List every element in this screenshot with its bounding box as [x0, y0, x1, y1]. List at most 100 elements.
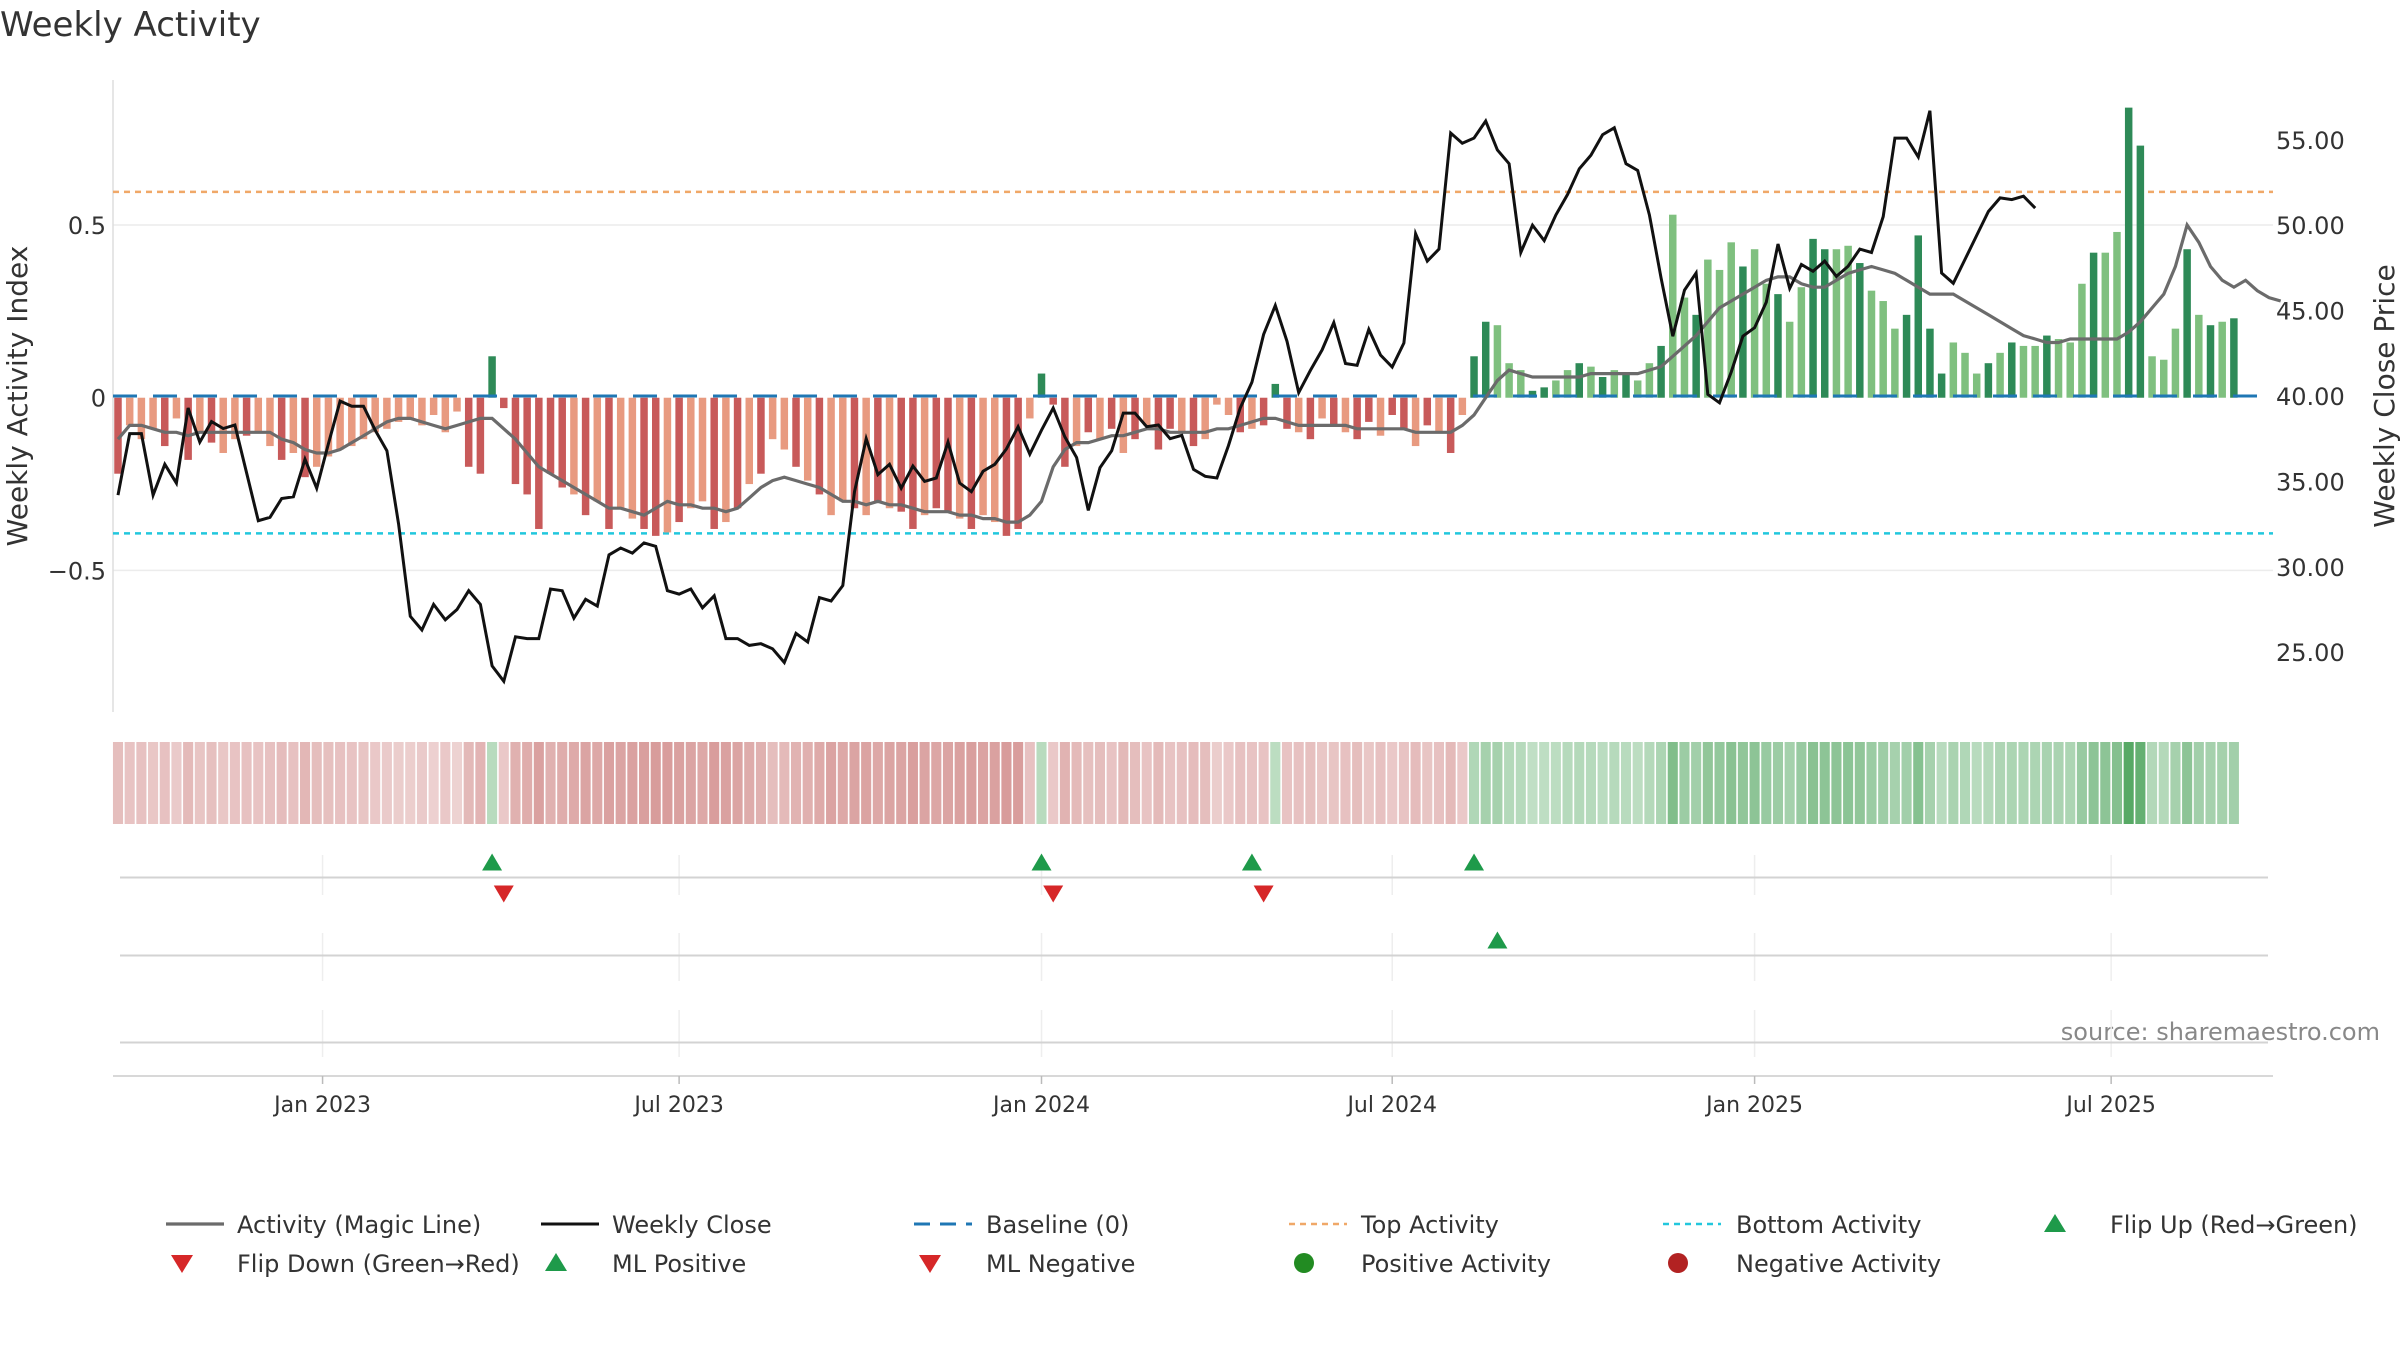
activity-bar: [453, 397, 461, 412]
x-tick-label: Jan 2025: [1704, 1093, 1803, 1118]
heat-cell: [1515, 742, 1526, 824]
heat-cell: [264, 742, 276, 824]
flip-down-marker: [1043, 885, 1064, 903]
heat-cell: [1983, 742, 1994, 824]
activity-bar: [266, 397, 274, 447]
heat-cell: [1106, 742, 1117, 824]
activity-bar: [1072, 397, 1081, 447]
activity-bar: [1926, 328, 1934, 398]
activity-bar: [1996, 352, 2004, 398]
activity-bar: [944, 397, 952, 512]
activity-bar: [1610, 370, 1619, 398]
legend-down-triangle-icon: [919, 1255, 941, 1273]
heat-cell: [1281, 742, 1293, 824]
legend-item: Flip Up (Red→Green): [2044, 1211, 2358, 1239]
legend-item: Flip Down (Green→Red): [171, 1250, 520, 1278]
heat-cell: [1317, 742, 1328, 824]
heat-cell: [545, 742, 556, 824]
activity-bar: [1750, 249, 1759, 398]
heat-cell: [171, 742, 182, 824]
heat-cell: [954, 742, 965, 824]
activity-bar: [1341, 397, 1350, 433]
activity-bar: [1283, 397, 1291, 429]
activity-bar: [2195, 314, 2203, 398]
activity-bar: [2148, 356, 2156, 398]
activity-bar: [827, 397, 835, 516]
activity-bar: [383, 397, 391, 429]
heat-cell: [522, 742, 533, 824]
heat-cell: [1013, 742, 1024, 824]
heat-cell: [1562, 742, 1573, 824]
heat-cell: [1165, 742, 1176, 824]
activity-bar: [336, 397, 344, 450]
heat-cell: [755, 742, 766, 824]
heat-cell: [1772, 742, 1784, 824]
activity-bar: [663, 397, 672, 533]
x-tick-label: Jul 2025: [2064, 1093, 2156, 1118]
heat-cell: [2088, 742, 2099, 824]
flip-up-marker: [1031, 853, 1052, 871]
heat-cell: [1258, 742, 1269, 824]
activity-bar: [1096, 397, 1104, 440]
legend-item: Bottom Activity: [1663, 1211, 1921, 1239]
heat-cell: [568, 742, 579, 824]
heat-cell: [1001, 742, 1012, 824]
heat-cell: [1948, 742, 1959, 824]
activity-bar: [967, 397, 976, 529]
activity-bar: [1692, 314, 1700, 398]
activity-bar: [1645, 363, 1654, 398]
activity-bar: [1715, 269, 1724, 398]
legend-label: ML Positive: [612, 1250, 746, 1278]
legend-up-triangle-icon: [545, 1253, 567, 1271]
heat-cell: [1480, 742, 1491, 824]
main-gridlines: [113, 224, 2273, 572]
activity-bar: [1598, 377, 1607, 398]
activity-bar: [1201, 397, 1209, 440]
activity-bar: [1423, 397, 1432, 426]
activity-bar: [1388, 397, 1396, 415]
legend-item: Negative Activity: [1668, 1250, 1941, 1278]
activity-bar: [418, 397, 426, 426]
heat-cell: [1504, 742, 1515, 824]
flip-up-marker: [1464, 853, 1485, 871]
activity-bar: [406, 397, 414, 419]
heat-cell: [1118, 742, 1129, 824]
heat-cell: [1936, 742, 1947, 824]
heat-cell: [1235, 742, 1246, 824]
heat-cell: [1071, 742, 1082, 824]
activity-bar: [2043, 335, 2051, 398]
activity-bar: [932, 397, 941, 509]
activity-bar: [1540, 387, 1548, 398]
legend-item: Activity (Magic Line): [166, 1211, 481, 1239]
activity-bar: [1481, 321, 1490, 398]
legend-label: Flip Up (Red→Green): [2110, 1211, 2358, 1239]
activity-bar: [523, 397, 531, 495]
activity-bar: [1224, 397, 1233, 415]
activity-bar: [1832, 249, 1841, 398]
heat-cell: [1059, 742, 1070, 824]
heat-cell: [720, 742, 731, 824]
activity-bar: [581, 397, 590, 516]
heat-cell: [1913, 742, 1924, 824]
activity-bar: [172, 397, 181, 419]
y-axis-right-label: Weekly Close Price: [2368, 264, 2400, 527]
heat-cell: [966, 742, 977, 824]
heat-cell: [1702, 742, 1713, 824]
activity-bar: [1411, 397, 1420, 447]
heat-cell: [1141, 742, 1152, 824]
activity-bar: [2031, 345, 2039, 398]
heat-cell: [603, 742, 615, 824]
y-tick-right: 50.00: [2276, 212, 2345, 240]
activity-bar: [605, 397, 613, 529]
activity-bar: [277, 397, 286, 460]
activity-bar: [1669, 214, 1677, 398]
activity-bar: [1774, 294, 1782, 398]
activity-bar: [161, 397, 169, 447]
heat-cell: [2030, 742, 2041, 824]
activity-bar: [909, 397, 917, 529]
heat-cell: [463, 742, 474, 824]
activity-bar: [242, 397, 251, 436]
activity-bar: [1119, 397, 1128, 453]
legend-item: Top Activity: [1289, 1211, 1499, 1239]
heat-cell: [2076, 742, 2087, 824]
